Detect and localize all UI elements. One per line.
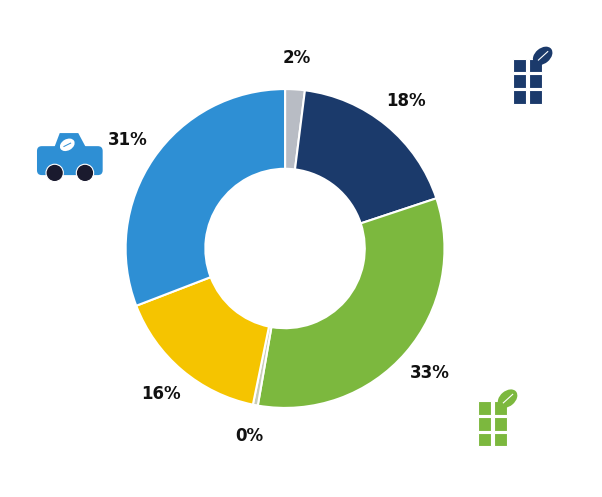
Text: 16%: 16%: [141, 385, 181, 404]
FancyBboxPatch shape: [494, 433, 507, 446]
Wedge shape: [295, 90, 436, 223]
FancyBboxPatch shape: [513, 90, 526, 103]
Text: 31%: 31%: [108, 131, 147, 149]
Ellipse shape: [533, 47, 553, 65]
FancyBboxPatch shape: [529, 75, 542, 88]
Wedge shape: [258, 198, 444, 408]
Wedge shape: [253, 327, 272, 406]
Circle shape: [76, 164, 94, 181]
Wedge shape: [126, 89, 285, 306]
FancyBboxPatch shape: [494, 417, 507, 430]
FancyBboxPatch shape: [494, 402, 507, 415]
FancyBboxPatch shape: [513, 59, 526, 72]
Ellipse shape: [60, 139, 75, 151]
Circle shape: [46, 164, 63, 181]
Text: 18%: 18%: [386, 91, 426, 110]
Wedge shape: [136, 277, 269, 405]
FancyBboxPatch shape: [513, 75, 526, 88]
FancyBboxPatch shape: [478, 417, 491, 430]
FancyBboxPatch shape: [478, 402, 491, 415]
Text: 0%: 0%: [235, 427, 264, 445]
FancyBboxPatch shape: [478, 433, 491, 446]
Wedge shape: [285, 89, 305, 169]
Text: 2%: 2%: [283, 49, 311, 67]
FancyBboxPatch shape: [529, 59, 542, 72]
Text: 33%: 33%: [410, 364, 450, 382]
Ellipse shape: [498, 390, 517, 408]
FancyBboxPatch shape: [529, 90, 542, 103]
Polygon shape: [53, 133, 88, 151]
FancyBboxPatch shape: [37, 146, 103, 175]
